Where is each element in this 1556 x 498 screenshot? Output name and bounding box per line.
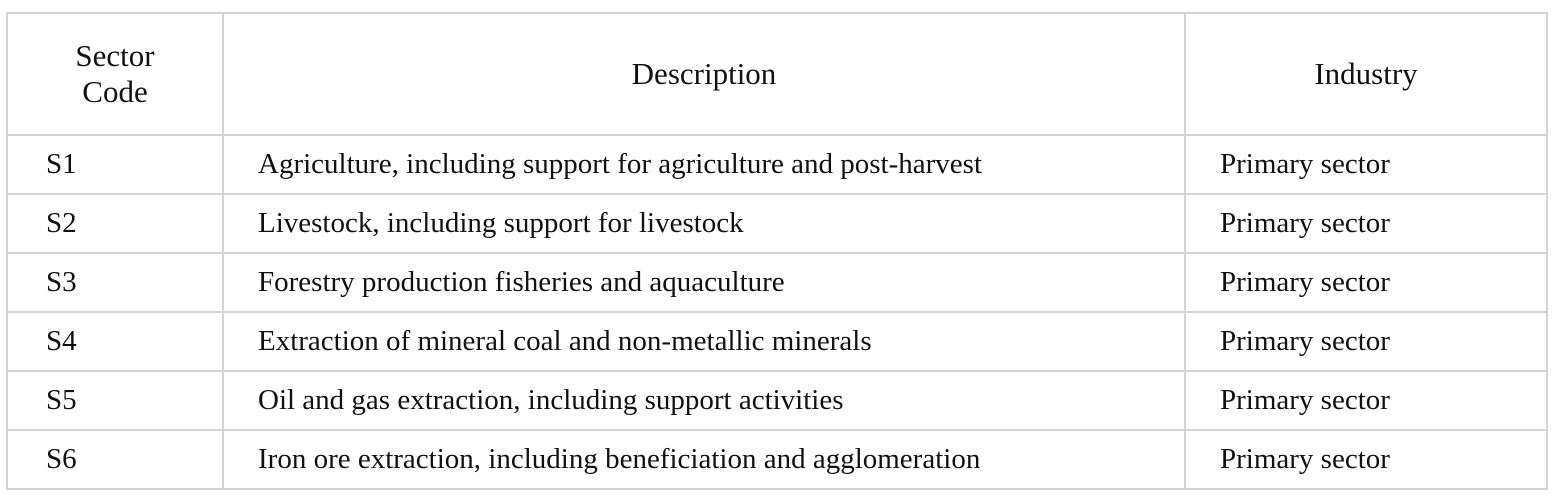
- table-row: S6 Iron ore extraction, including benefic…: [6, 429, 1548, 490]
- header-sector-code: Sector Code: [6, 12, 224, 136]
- cell-description: Iron ore extraction, including beneficia…: [222, 429, 1186, 490]
- header-description: Description: [222, 12, 1186, 136]
- cell-industry: Primary sector: [1184, 193, 1548, 254]
- cell-description: Agriculture, including support for agric…: [222, 134, 1186, 195]
- cell-sector-code: S6: [6, 429, 224, 490]
- sector-table: Sector Code Description Industry S1 Agricu…: [6, 12, 1548, 490]
- table-row: S2 Livestock, including support for lives…: [6, 193, 1548, 254]
- cell-industry: Primary sector: [1184, 429, 1548, 490]
- cell-sector-code: S4: [6, 311, 224, 372]
- cell-industry: Primary sector: [1184, 370, 1548, 431]
- cell-sector-code: S2: [6, 193, 224, 254]
- cell-description: Livestock, including support for livesto…: [222, 193, 1186, 254]
- table-row: S4 Extraction of mineral coal and non-met…: [6, 311, 1548, 372]
- cell-sector-code: S3: [6, 252, 224, 313]
- cell-description: Forestry production fisheries and aquacu…: [222, 252, 1186, 313]
- cell-sector-code: S5: [6, 370, 224, 431]
- cell-sector-code: S1: [6, 134, 224, 195]
- cell-description: Extraction of mineral coal and non-metal…: [222, 311, 1186, 372]
- table-row: S5 Oil and gas extraction, including supp…: [6, 370, 1548, 431]
- header-line: Sector: [75, 38, 155, 73]
- cell-industry: Primary sector: [1184, 252, 1548, 313]
- table-row: S1 Agriculture, including support for agr…: [6, 134, 1548, 195]
- table-row: S3 Forestry production fisheries and aqua…: [6, 252, 1548, 313]
- header-row: Sector Code Description Industry: [6, 12, 1548, 136]
- header-industry: Industry: [1184, 12, 1548, 136]
- header-line: Code: [82, 74, 148, 109]
- cell-description: Oil and gas extraction, including suppor…: [222, 370, 1186, 431]
- cell-industry: Primary sector: [1184, 311, 1548, 372]
- cell-industry: Primary sector: [1184, 134, 1548, 195]
